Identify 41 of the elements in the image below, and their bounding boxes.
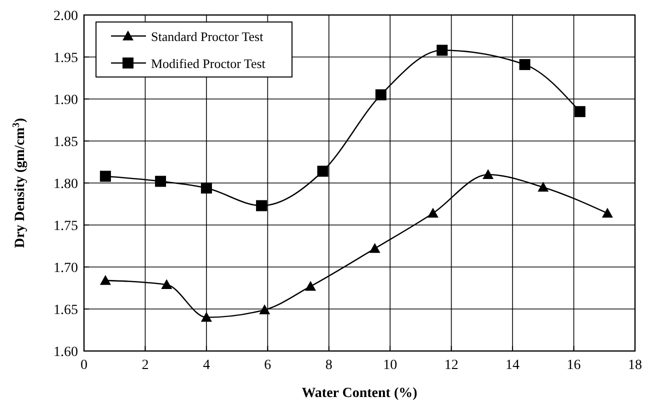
x-tick-label: 2: [142, 358, 149, 373]
point: [482, 169, 494, 179]
x-tick-label: 0: [80, 358, 88, 373]
point: [200, 312, 212, 322]
x-tick-label: 18: [628, 358, 642, 373]
legend-label: Modified Proctor Test: [151, 56, 266, 71]
y-tick-label: 2.00: [54, 9, 78, 24]
point: [100, 274, 111, 285]
y-tick-label: 1.60: [54, 345, 78, 360]
y-tick-label: 1.75: [54, 219, 78, 234]
x-tick-label: 6: [264, 358, 272, 373]
y-tick-label: 1.85: [54, 135, 78, 150]
x-tick-label: 14: [506, 358, 520, 373]
point: [305, 280, 316, 291]
x-tick-label: 12: [444, 358, 458, 373]
point: [369, 243, 380, 253]
point: [574, 106, 586, 118]
x-tick-label: 10: [383, 358, 398, 373]
x-axis-title: Water Content (%): [302, 386, 418, 401]
y-tick-label: 1.65: [54, 303, 78, 318]
point: [375, 89, 386, 100]
point: [436, 44, 448, 56]
y-tick-label: 1.70: [54, 261, 78, 276]
x-tick-label: 8: [325, 358, 332, 373]
point: [519, 59, 530, 70]
x-tick-label: 4: [202, 358, 210, 373]
y-tick-label: 1.90: [54, 93, 78, 108]
point: [256, 200, 268, 212]
point: [602, 208, 613, 218]
point: [427, 208, 438, 218]
point: [200, 182, 212, 194]
x-tick-label: 16: [566, 358, 581, 373]
point: [161, 279, 172, 290]
y-tick-label: 1.80: [54, 177, 78, 192]
point: [155, 176, 166, 187]
point: [259, 304, 270, 314]
point: [100, 170, 111, 182]
legend-label: Standard Proctor Test: [151, 29, 264, 44]
y-tick-label: 1.95: [54, 51, 78, 66]
point: [317, 166, 328, 177]
point: [538, 182, 549, 192]
